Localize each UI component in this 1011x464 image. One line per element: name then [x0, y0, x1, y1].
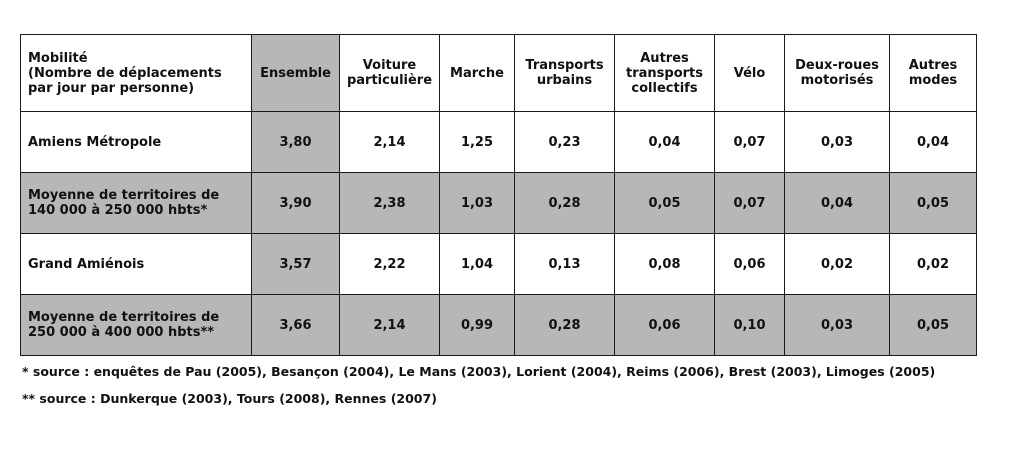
cell-voiture-particuliere: 2,38 [339, 172, 440, 234]
cell-ensemble: 3,90 [251, 172, 340, 234]
footnote-2: ** source : Dunkerque (2003), Tours (200… [22, 391, 437, 406]
row-label: Amiens Métropole [20, 111, 252, 173]
header-mobility-title: Mobilité [28, 50, 88, 66]
row-label: Moyenne de territoires de 140 000 à 250 … [20, 172, 252, 234]
cell-autres-transports-collectifs: 0,08 [614, 233, 715, 295]
cell-deux-roues-motorises: 0,04 [784, 172, 890, 234]
document: Mobilité (Nombre de déplacements par jou… [20, 34, 977, 419]
header-autres-transports-collectifs: Autres transports collectifs [614, 34, 715, 112]
table-row: Grand Amiénois 3,57 2,22 1,04 0,13 0,08 … [20, 233, 977, 295]
cell-deux-roues-motorises: 0,03 [784, 294, 890, 356]
cell-velo: 0,07 [714, 111, 785, 173]
cell-velo: 0,06 [714, 233, 785, 295]
cell-transports-urbains: 0,28 [514, 294, 615, 356]
mobility-table: Mobilité (Nombre de déplacements par jou… [20, 34, 977, 356]
table-row: Moyenne de territoires de 140 000 à 250 … [20, 172, 977, 234]
header-mobility-subtitle: (Nombre de déplacements par jour par per… [28, 65, 222, 96]
cell-autres-modes: 0,05 [889, 294, 977, 356]
cell-marche: 1,04 [439, 233, 515, 295]
header-transports-urbains: Transports urbains [514, 34, 615, 112]
cell-voiture-particuliere: 2,14 [339, 294, 440, 356]
cell-velo: 0,07 [714, 172, 785, 234]
cell-transports-urbains: 0,13 [514, 233, 615, 295]
cell-marche: 1,25 [439, 111, 515, 173]
cell-voiture-particuliere: 2,14 [339, 111, 440, 173]
header-ensemble: Ensemble [251, 34, 340, 112]
cell-marche: 0,99 [439, 294, 515, 356]
cell-deux-roues-motorises: 0,02 [784, 233, 890, 295]
cell-autres-modes: 0,02 [889, 233, 977, 295]
cell-autres-modes: 0,05 [889, 172, 977, 234]
cell-velo: 0,10 [714, 294, 785, 356]
cell-marche: 1,03 [439, 172, 515, 234]
cell-autres-transports-collectifs: 0,05 [614, 172, 715, 234]
header-mobility: Mobilité (Nombre de déplacements par jou… [20, 34, 252, 112]
cell-deux-roues-motorises: 0,03 [784, 111, 890, 173]
table-row: Amiens Métropole 3,80 2,14 1,25 0,23 0,0… [20, 111, 977, 173]
cell-voiture-particuliere: 2,22 [339, 233, 440, 295]
cell-ensemble: 3,80 [251, 111, 340, 173]
header-deux-roues-motorises: Deux-roues motorisés [784, 34, 890, 112]
footnote-1: * source : enquêtes de Pau (2005), Besan… [22, 364, 936, 379]
header-voiture-particuliere: Voiture particulière [339, 34, 440, 112]
cell-autres-modes: 0,04 [889, 111, 977, 173]
cell-ensemble: 3,66 [251, 294, 340, 356]
cell-ensemble: 3,57 [251, 233, 340, 295]
footnotes: * source : enquêtes de Pau (2005), Besan… [20, 365, 976, 406]
row-label: Grand Amiénois [20, 233, 252, 295]
header-autres-modes: Autres modes [889, 34, 977, 112]
header-velo: Vélo [714, 34, 785, 112]
cell-transports-urbains: 0,28 [514, 172, 615, 234]
cell-transports-urbains: 0,23 [514, 111, 615, 173]
row-label: Moyenne de territoires de 250 000 à 400 … [20, 294, 252, 356]
cell-autres-transports-collectifs: 0,04 [614, 111, 715, 173]
cell-autres-transports-collectifs: 0,06 [614, 294, 715, 356]
table-header-row: Mobilité (Nombre de déplacements par jou… [20, 34, 977, 112]
header-marche: Marche [439, 34, 515, 112]
table-row: Moyenne de territoires de 250 000 à 400 … [20, 294, 977, 356]
